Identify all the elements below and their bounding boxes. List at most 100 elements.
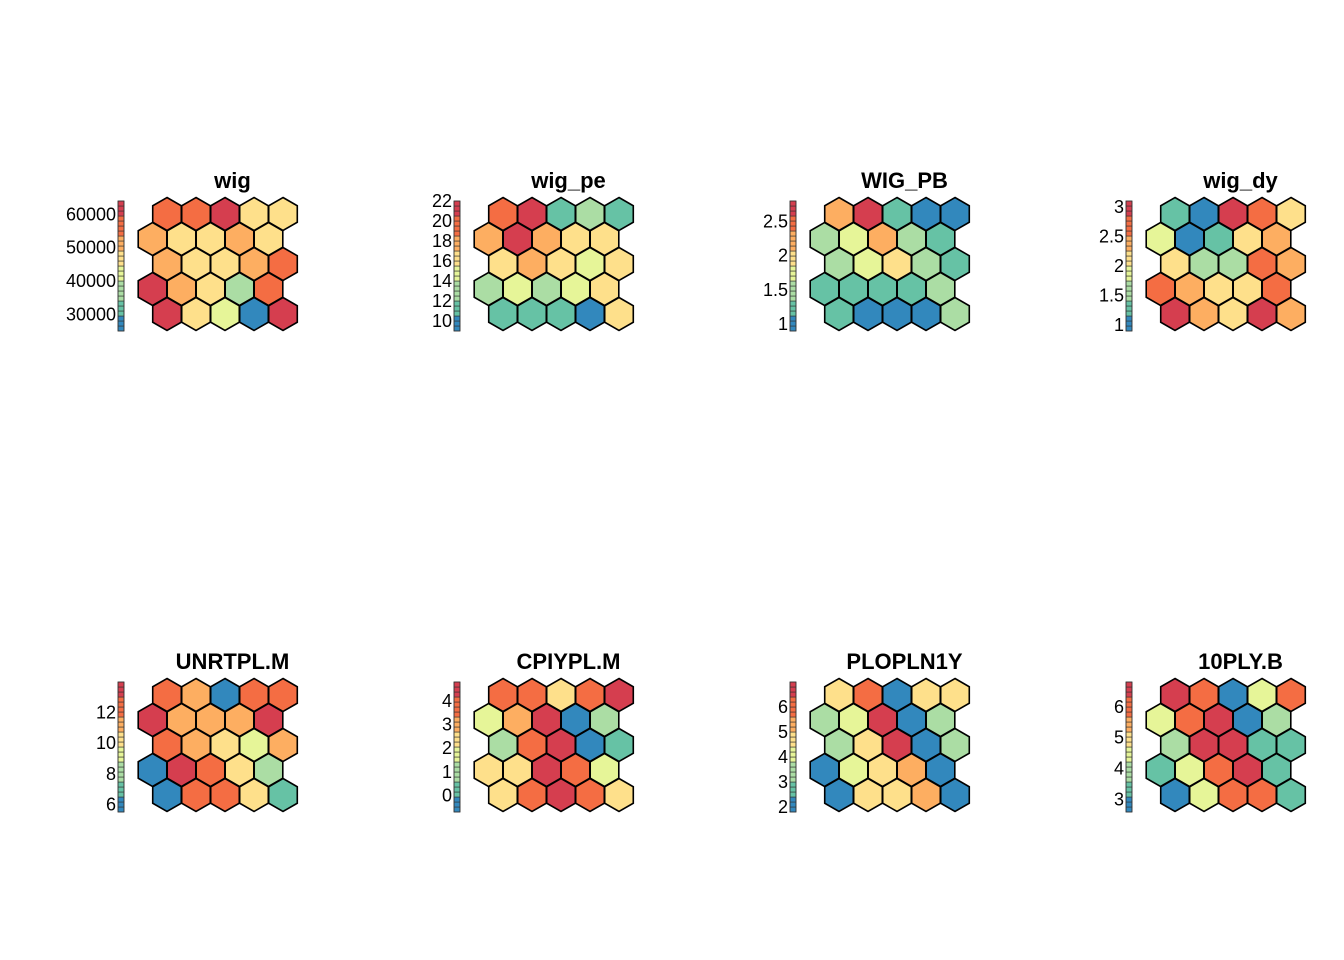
colorbar-segment: [789, 280, 797, 287]
colorbar-segment: [789, 305, 797, 312]
colorbar-segment: [789, 215, 797, 222]
colorbar-segment: [117, 240, 125, 247]
hex-cell: [209, 296, 241, 332]
hex-cell: [1275, 777, 1307, 813]
hex-cell: [603, 777, 635, 813]
colorbar-segment: [117, 280, 125, 287]
colorbar-segment: [117, 215, 125, 222]
colorbar-frame: [1125, 681, 1133, 813]
colorbar-segment: [789, 270, 797, 277]
colorbar-segment: [789, 245, 797, 252]
colorbar-tick-label: 2.5: [1099, 227, 1124, 247]
colorbar-segment: [117, 305, 125, 312]
colorbar-segment: [789, 711, 797, 718]
colorbar-segment: [789, 771, 797, 778]
hex-cell: [1217, 777, 1249, 813]
colorbar-tick-label: 1: [1114, 315, 1124, 335]
chart-title: wig_pe: [530, 168, 606, 193]
colorbar-segment: [453, 736, 461, 743]
colorbar-segment: [453, 300, 461, 307]
colorbar-tick-label: 1.5: [763, 280, 788, 300]
colorbar-segment: [117, 791, 125, 798]
hex-cell: [238, 777, 270, 813]
colorbar-segment: [789, 806, 797, 813]
colorbar-segment: [1125, 320, 1133, 327]
colorbar-frame: [453, 200, 461, 332]
colorbar-segment: [789, 756, 797, 763]
colorbar-segment: [117, 806, 125, 813]
colorbar-segment: [789, 741, 797, 748]
colorbar-segment: [117, 746, 125, 753]
colorbar-segment: [117, 691, 125, 698]
hex-cell: [1159, 777, 1191, 813]
colorbar-segment: [1125, 325, 1133, 332]
colorbar-segment: [789, 225, 797, 232]
colorbar-segment: [117, 726, 125, 733]
colorbar-segment: [1125, 706, 1133, 713]
colorbar-segment: [117, 310, 125, 317]
colorbar-segment: [453, 225, 461, 232]
colorbar-segment: [789, 791, 797, 798]
colorbar-segment: [453, 255, 461, 262]
colorbar-segment: [1125, 741, 1133, 748]
colorbar-segment: [453, 746, 461, 753]
colorbar-tick-label: 20: [432, 211, 452, 231]
chart-title: UNRTPL.M: [176, 649, 290, 674]
colorbar-tick-label: 8: [106, 764, 116, 784]
colorbar-segment: [117, 255, 125, 262]
colorbar-segment: [1125, 255, 1133, 262]
colorbar-segment: [789, 776, 797, 783]
colorbar-segment: [1125, 791, 1133, 798]
chart-title: PLOPLN1Y: [846, 649, 962, 674]
hex-cell: [487, 296, 519, 332]
colorbar-segment: [1125, 275, 1133, 282]
hex-cell: [545, 777, 577, 813]
chart-title: wig: [213, 168, 251, 193]
colorbar-segment: [117, 716, 125, 723]
colorbar-tick-label: 1: [442, 762, 452, 782]
colorbar-tick-label: 12: [432, 291, 452, 311]
colorbar-tick-label: 2: [442, 738, 452, 758]
colorbar-segment: [117, 290, 125, 297]
colorbar-tick-label: 5: [778, 722, 788, 742]
colorbar-segment: [1125, 200, 1133, 207]
colorbar-segment: [453, 726, 461, 733]
colorbar-segment: [789, 801, 797, 808]
colorbar-segment: [453, 781, 461, 788]
colorbar-segment: [1125, 761, 1133, 768]
colorbar-segment: [1125, 721, 1133, 728]
colorbar-tick-label: 50000: [66, 238, 116, 258]
colorbar-segment: [453, 235, 461, 242]
colorbar-segment: [453, 686, 461, 693]
colorbar-segment: [1125, 801, 1133, 808]
colorbar-segment: [453, 315, 461, 322]
colorbar-segment: [789, 721, 797, 728]
colorbar-tick-label: 60000: [66, 204, 116, 224]
colorbar-segment: [117, 320, 125, 327]
colorbar-segment: [1125, 235, 1133, 242]
hex-cell: [823, 296, 855, 332]
colorbar-frame: [453, 681, 461, 813]
colorbar-segment: [1125, 696, 1133, 703]
colorbar-segment: [1125, 731, 1133, 738]
colorbar-segment: [1125, 691, 1133, 698]
hex-cell: [881, 777, 913, 813]
colorbar-tick-label: 6: [1114, 697, 1124, 717]
colorbar-segment: [1125, 225, 1133, 232]
hex-cell: [516, 296, 548, 332]
colorbar-segment: [1125, 686, 1133, 693]
colorbar-segment: [117, 220, 125, 227]
colorbar-segment: [789, 230, 797, 237]
hex-cell: [852, 777, 884, 813]
colorbar-segment: [1125, 245, 1133, 252]
colorbar-tick-label: 3: [442, 715, 452, 735]
colorbar-segment: [453, 796, 461, 803]
colorbar-segment: [453, 290, 461, 297]
colorbar-tick-label: 10: [432, 311, 452, 331]
colorbar-segment: [789, 696, 797, 703]
colorbar-segment: [1125, 806, 1133, 813]
hex-cell: [209, 777, 241, 813]
colorbar-segment: [453, 320, 461, 327]
colorbar-segment: [1125, 305, 1133, 312]
colorbar-segment: [453, 791, 461, 798]
